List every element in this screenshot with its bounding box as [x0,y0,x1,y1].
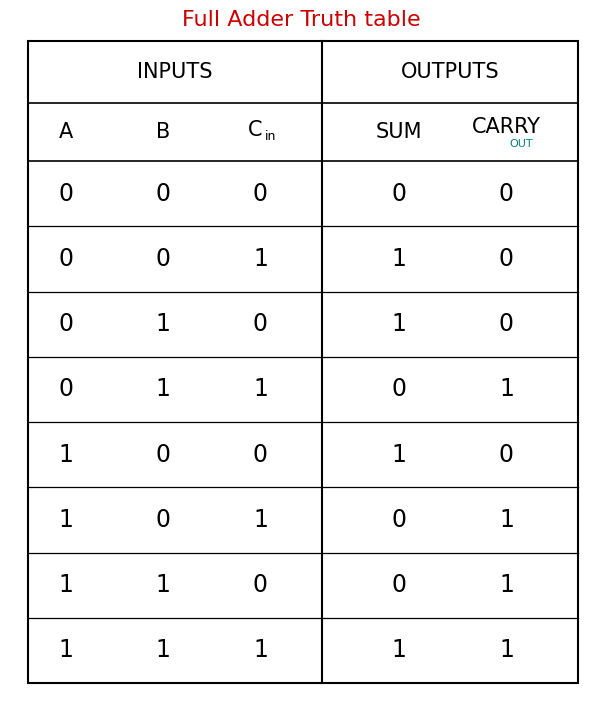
Text: 1: 1 [156,377,171,401]
Text: OUT: OUT [510,139,533,149]
Text: 1: 1 [253,247,268,271]
Text: 0: 0 [58,182,74,205]
Text: 1: 1 [253,638,268,662]
Text: 0: 0 [58,312,74,336]
Text: OUTPUTS: OUTPUTS [401,62,499,82]
Text: A: A [59,122,74,142]
Text: 1: 1 [156,573,171,597]
Text: 0: 0 [253,312,268,336]
Text: 0: 0 [156,508,171,532]
Text: 1: 1 [391,638,406,662]
Text: 1: 1 [59,508,74,532]
Text: 0: 0 [499,312,514,336]
Text: 1: 1 [499,508,514,532]
Text: 1: 1 [253,508,268,532]
Text: 0: 0 [156,247,171,271]
Text: 0: 0 [391,573,406,597]
Text: CARRY: CARRY [472,117,541,137]
Text: B: B [156,122,171,142]
Text: 0: 0 [58,377,74,401]
Text: 1: 1 [59,573,74,597]
Text: 0: 0 [499,443,514,466]
Text: 1: 1 [391,443,406,466]
Text: C: C [248,120,263,140]
Text: 1: 1 [391,247,406,271]
Text: in: in [265,130,276,143]
Text: 1: 1 [156,638,171,662]
Text: 1: 1 [59,443,74,466]
Text: 1: 1 [499,638,514,662]
Text: 0: 0 [58,247,74,271]
Text: 0: 0 [391,182,406,205]
Text: 1: 1 [59,638,74,662]
Text: 0: 0 [253,573,268,597]
Text: 0: 0 [391,508,406,532]
Text: 1: 1 [499,377,514,401]
Text: Full Adder Truth table: Full Adder Truth table [182,10,421,30]
Text: 0: 0 [156,182,171,205]
Text: 0: 0 [391,377,406,401]
Text: INPUTS: INPUTS [137,62,213,82]
Text: 1: 1 [391,312,406,336]
Text: 0: 0 [253,443,268,466]
Text: 1: 1 [499,573,514,597]
Text: 0: 0 [156,443,171,466]
Text: 0: 0 [253,182,268,205]
Text: 1: 1 [156,312,171,336]
Text: 1: 1 [253,377,268,401]
Text: SUM: SUM [376,122,422,142]
Text: 0: 0 [499,247,514,271]
Text: 0: 0 [499,182,514,205]
